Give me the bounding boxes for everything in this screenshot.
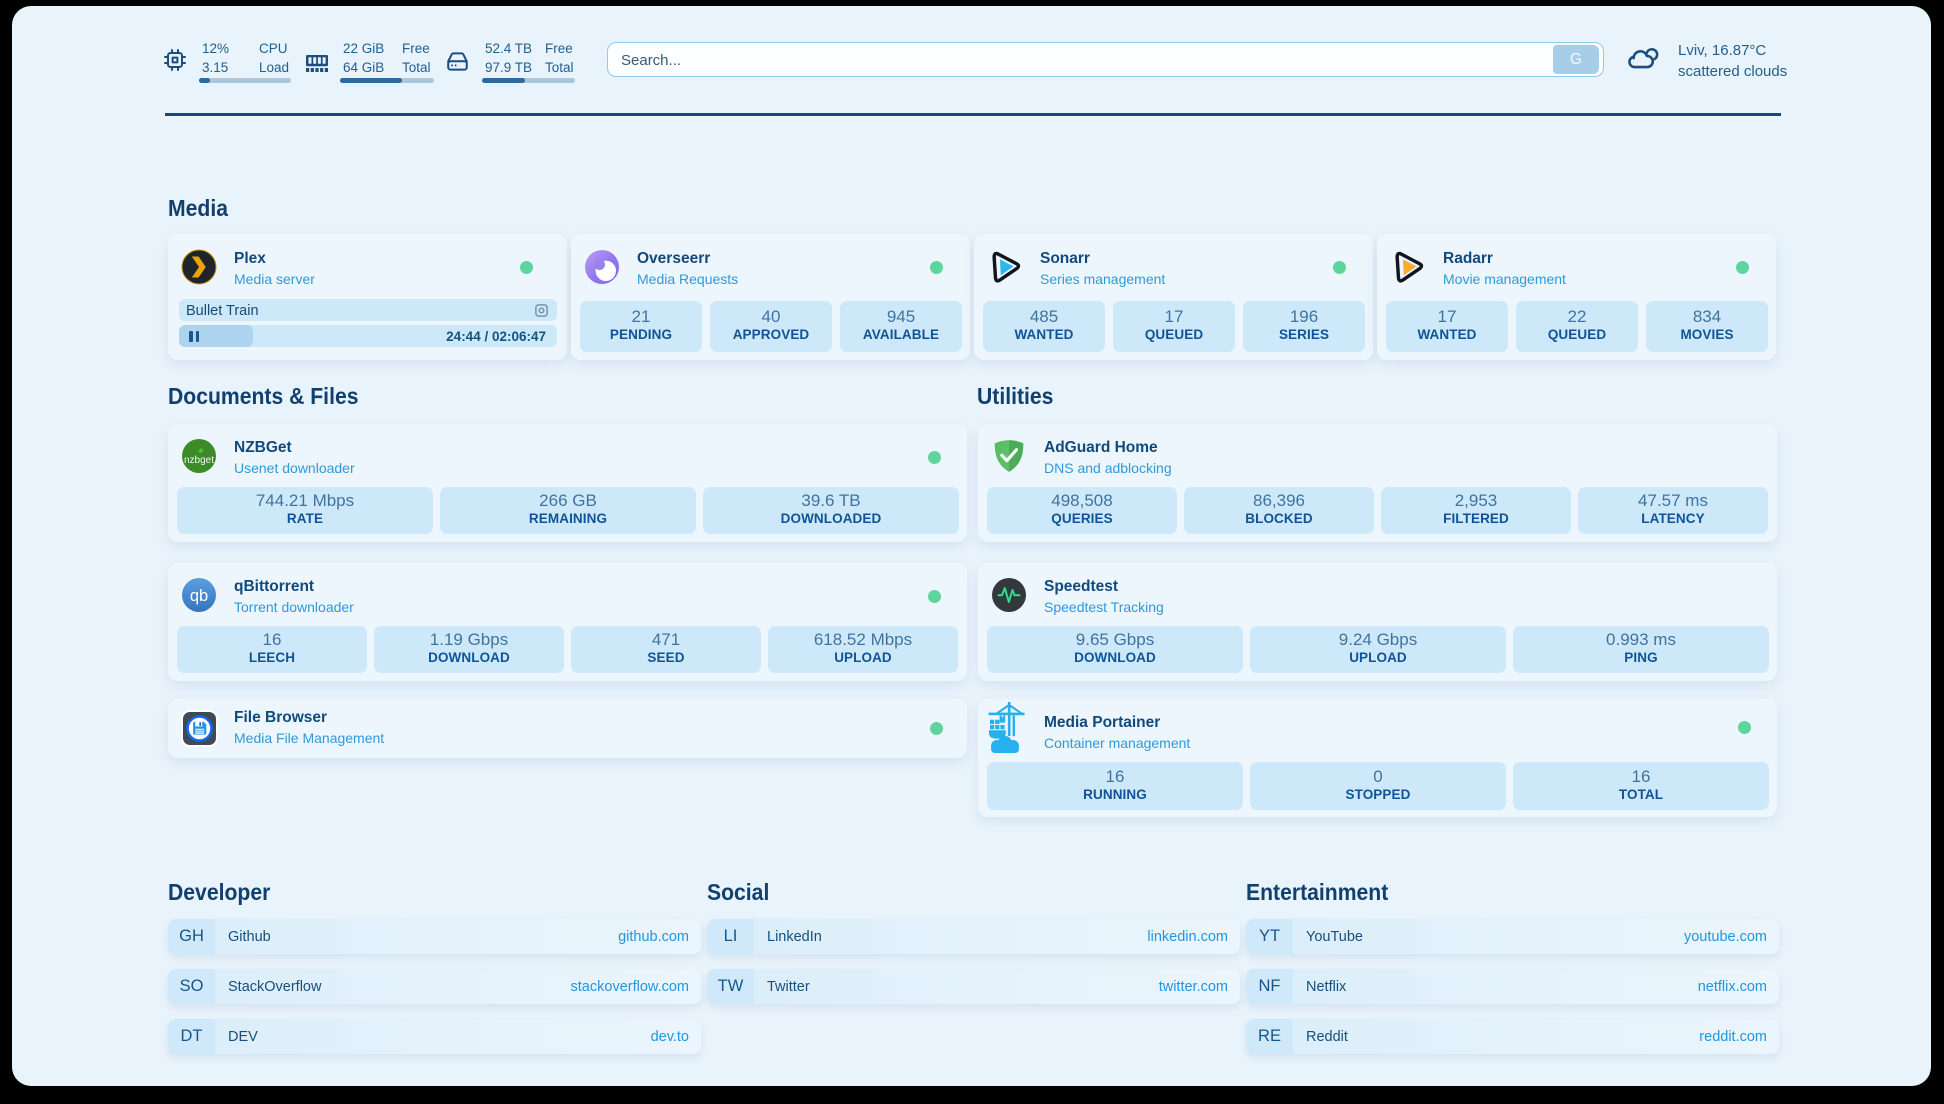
svg-text:qb: qb: [190, 587, 208, 605]
svg-text:nzbget: nzbget: [184, 455, 214, 466]
